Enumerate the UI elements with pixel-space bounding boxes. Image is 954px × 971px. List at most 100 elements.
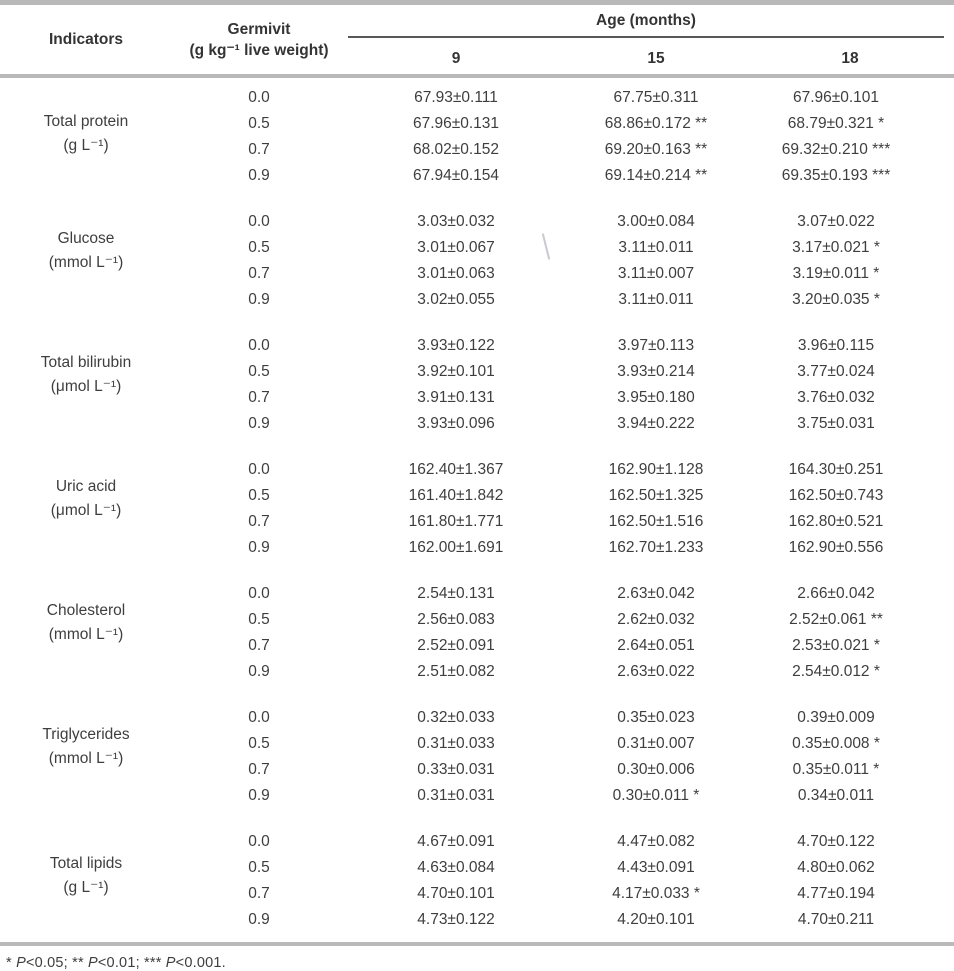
measurement-value: 3.19±0.011 * bbox=[792, 265, 880, 282]
measurement-value: 3.96±0.115 bbox=[797, 337, 875, 354]
measurement-value: 2.54±0.012 * bbox=[792, 663, 880, 680]
measurement-value: 4.70±0.122 bbox=[797, 833, 875, 850]
measurement-value: 162.90±1.128 bbox=[608, 461, 704, 478]
indicator-name: Total protein bbox=[43, 112, 129, 130]
indicator-unit: (μmol L⁻¹) bbox=[50, 378, 122, 395]
measurement-value: 3.93±0.214 bbox=[617, 363, 695, 380]
table-row: 0.5 161.40±1.842 162.50±1.325 162.50±0.743 bbox=[0, 483, 954, 509]
measurement-value: 0.31±0.007 bbox=[617, 735, 695, 752]
measurement-value: 3.02±0.055 bbox=[417, 291, 495, 308]
measurement-value: 3.11±0.011 bbox=[618, 239, 694, 256]
dose-value: 0.9 bbox=[248, 291, 270, 308]
measurement-value: 3.01±0.063 bbox=[417, 265, 495, 282]
measurement-value: 0.31±0.033 bbox=[417, 735, 495, 752]
indicator-label: Total protein (g L⁻¹) bbox=[0, 74, 172, 189]
header-germivit-name: Germivit bbox=[227, 20, 291, 38]
table-header: Indicators Germivit (g kg⁻¹ live weight)… bbox=[0, 3, 954, 77]
measurement-value: 4.70±0.101 bbox=[417, 885, 495, 902]
measurement-value: 3.17±0.021 * bbox=[792, 239, 880, 256]
table-row: 0.9 2.51±0.082 2.63±0.022 2.54±0.012 * bbox=[0, 659, 954, 685]
measurement-value: 2.63±0.042 bbox=[617, 585, 695, 602]
measurement-value: 67.96±0.101 bbox=[746, 74, 954, 111]
dose-value: 0.5 bbox=[248, 363, 270, 380]
dose-value: 0.7 bbox=[248, 141, 270, 158]
measurement-value: 162.40±1.367 bbox=[408, 461, 504, 478]
dose-value: 0.9 bbox=[248, 415, 270, 432]
measurement-value: 3.97±0.113 bbox=[617, 337, 695, 354]
measurement-value: 2.64±0.051 bbox=[617, 637, 695, 654]
table-row: 0.9 4.73±0.122 4.20±0.101 4.70±0.211 bbox=[0, 907, 954, 944]
measurement-value: 3.93±0.096 bbox=[417, 415, 495, 432]
measurement-value: 3.93±0.122 bbox=[417, 337, 495, 354]
measurement-value: 0.35±0.023 bbox=[617, 709, 695, 726]
table-row: 0.5 0.31±0.033 0.31±0.007 0.35±0.008 * bbox=[0, 731, 954, 757]
measurement-value: 3.01±0.067 bbox=[417, 239, 495, 256]
footnote-text: <0.01; *** bbox=[97, 955, 166, 971]
significance-footnote: * P<0.05; ** P<0.01; *** P<0.001. bbox=[6, 955, 954, 971]
measurement-value: 161.80±1.771 bbox=[408, 513, 504, 530]
dose-value: 0.5 bbox=[248, 859, 270, 876]
dose-value: 0.0 bbox=[248, 337, 270, 354]
measurement-value: 2.54±0.131 bbox=[417, 585, 495, 602]
measurement-value: 2.51±0.082 bbox=[417, 663, 495, 680]
table-row: Triglycerides (mmol L⁻¹) 0.0 0.32±0.033 0.35… bbox=[0, 685, 954, 767]
table-row: 0.7 3.01±0.063 3.11±0.007 3.19±0.011 * bbox=[0, 261, 954, 287]
table-row: 0.7 0.33±0.031 0.30±0.006 0.35±0.011 * bbox=[0, 757, 954, 783]
measurement-value: 0.32±0.033 bbox=[417, 709, 495, 726]
measurement-value: 68.79±0.321 * bbox=[787, 115, 885, 132]
header-age-label: Age (months) bbox=[348, 12, 944, 38]
measurement-value: 4.73±0.122 bbox=[417, 911, 495, 928]
table-row: 0.9 3.93±0.096 3.94±0.222 3.75±0.031 bbox=[0, 411, 954, 437]
measurement-value: 162.00±1.691 bbox=[408, 539, 504, 556]
measurement-value: 3.75±0.031 bbox=[797, 415, 875, 432]
indicator-label: Cholesterol (mmol L⁻¹) bbox=[0, 561, 172, 685]
measurement-value: 162.50±1.325 bbox=[608, 487, 704, 504]
measurement-value: 0.35±0.011 * bbox=[792, 761, 880, 778]
indicator-label: Triglycerides (mmol L⁻¹) bbox=[0, 685, 172, 809]
measurement-value: 69.35±0.193 *** bbox=[781, 167, 891, 184]
measurement-value: 4.17±0.033 * bbox=[612, 885, 700, 902]
measurement-value: 67.93±0.111 bbox=[346, 74, 566, 111]
indicator-unit: (g L⁻¹) bbox=[63, 878, 109, 896]
table-row: 0.7 161.80±1.771 162.50±1.516 162.80±0.521 bbox=[0, 509, 954, 535]
measurement-value: 2.56±0.083 bbox=[417, 611, 495, 628]
indicator-name: Total lipids bbox=[49, 854, 123, 872]
dose-value: 0.0 bbox=[248, 833, 270, 850]
table-row: 0.7 4.70±0.101 4.17±0.033 * 4.77±0.194 bbox=[0, 881, 954, 907]
measurement-value: 4.77±0.194 bbox=[797, 885, 875, 902]
footnote-p-symbol: P bbox=[165, 955, 176, 971]
measurement-value: 0.33±0.031 bbox=[417, 761, 495, 778]
header-germivit: Germivit (g kg⁻¹ live weight) bbox=[172, 3, 346, 77]
dose-value: 0.5 bbox=[248, 239, 270, 256]
footnote-text: * bbox=[6, 955, 17, 971]
table-row: 0.5 3.92±0.101 3.93±0.214 3.77±0.024 bbox=[0, 359, 954, 385]
measurement-value: 2.53±0.021 * bbox=[792, 637, 880, 654]
footnote-text: <0.05; ** bbox=[25, 955, 89, 971]
measurement-value: 2.63±0.022 bbox=[617, 663, 695, 680]
table-row: Total protein (g L⁻¹) 0.0 67.93±0.111 67.75±… bbox=[0, 74, 954, 189]
measurement-value: 164.30±0.251 bbox=[788, 461, 884, 478]
header-age-15: 15 bbox=[647, 50, 665, 67]
dose-value: 0.7 bbox=[248, 637, 270, 654]
header-row-top: Indicators Germivit (g kg⁻¹ live weight)… bbox=[0, 3, 954, 59]
indicator-name: Total bilirubin bbox=[40, 354, 132, 371]
table-row: 0.9 0.31±0.031 0.30±0.011 * 0.34±0.011 bbox=[0, 783, 954, 809]
dose-value: 0.5 bbox=[248, 611, 270, 628]
dose-value: 0.5 bbox=[248, 735, 270, 752]
table-row: 0.7 3.91±0.131 3.95±0.180 3.76±0.032 bbox=[0, 385, 954, 411]
measurement-value: 67.96±0.131 bbox=[412, 115, 500, 132]
dose-value: 0.9 bbox=[248, 663, 270, 680]
measurement-value: 4.43±0.091 bbox=[617, 859, 695, 876]
table-row: 0.5 2.56±0.083 2.62±0.032 2.52±0.061 ** bbox=[0, 607, 954, 633]
measurement-value: 162.50±1.516 bbox=[608, 513, 704, 530]
measurement-value: 161.40±1.842 bbox=[408, 487, 504, 504]
measurement-value: 3.76±0.032 bbox=[797, 389, 875, 406]
dose-value: 0.7 bbox=[248, 885, 270, 902]
measurement-value: 69.32±0.210 *** bbox=[781, 141, 891, 158]
table-row: 0.7 2.52±0.091 2.64±0.051 2.53±0.021 * bbox=[0, 633, 954, 659]
indicator-label: Total lipids (g L⁻¹) bbox=[0, 809, 172, 944]
header-germivit-unit: (g kg⁻¹ live weight) bbox=[189, 41, 329, 59]
measurement-value: 3.91±0.131 bbox=[417, 389, 495, 406]
measurement-value: 162.80±0.521 bbox=[788, 513, 884, 530]
table-row: 0.5 4.63±0.084 4.43±0.091 4.80±0.062 bbox=[0, 855, 954, 881]
